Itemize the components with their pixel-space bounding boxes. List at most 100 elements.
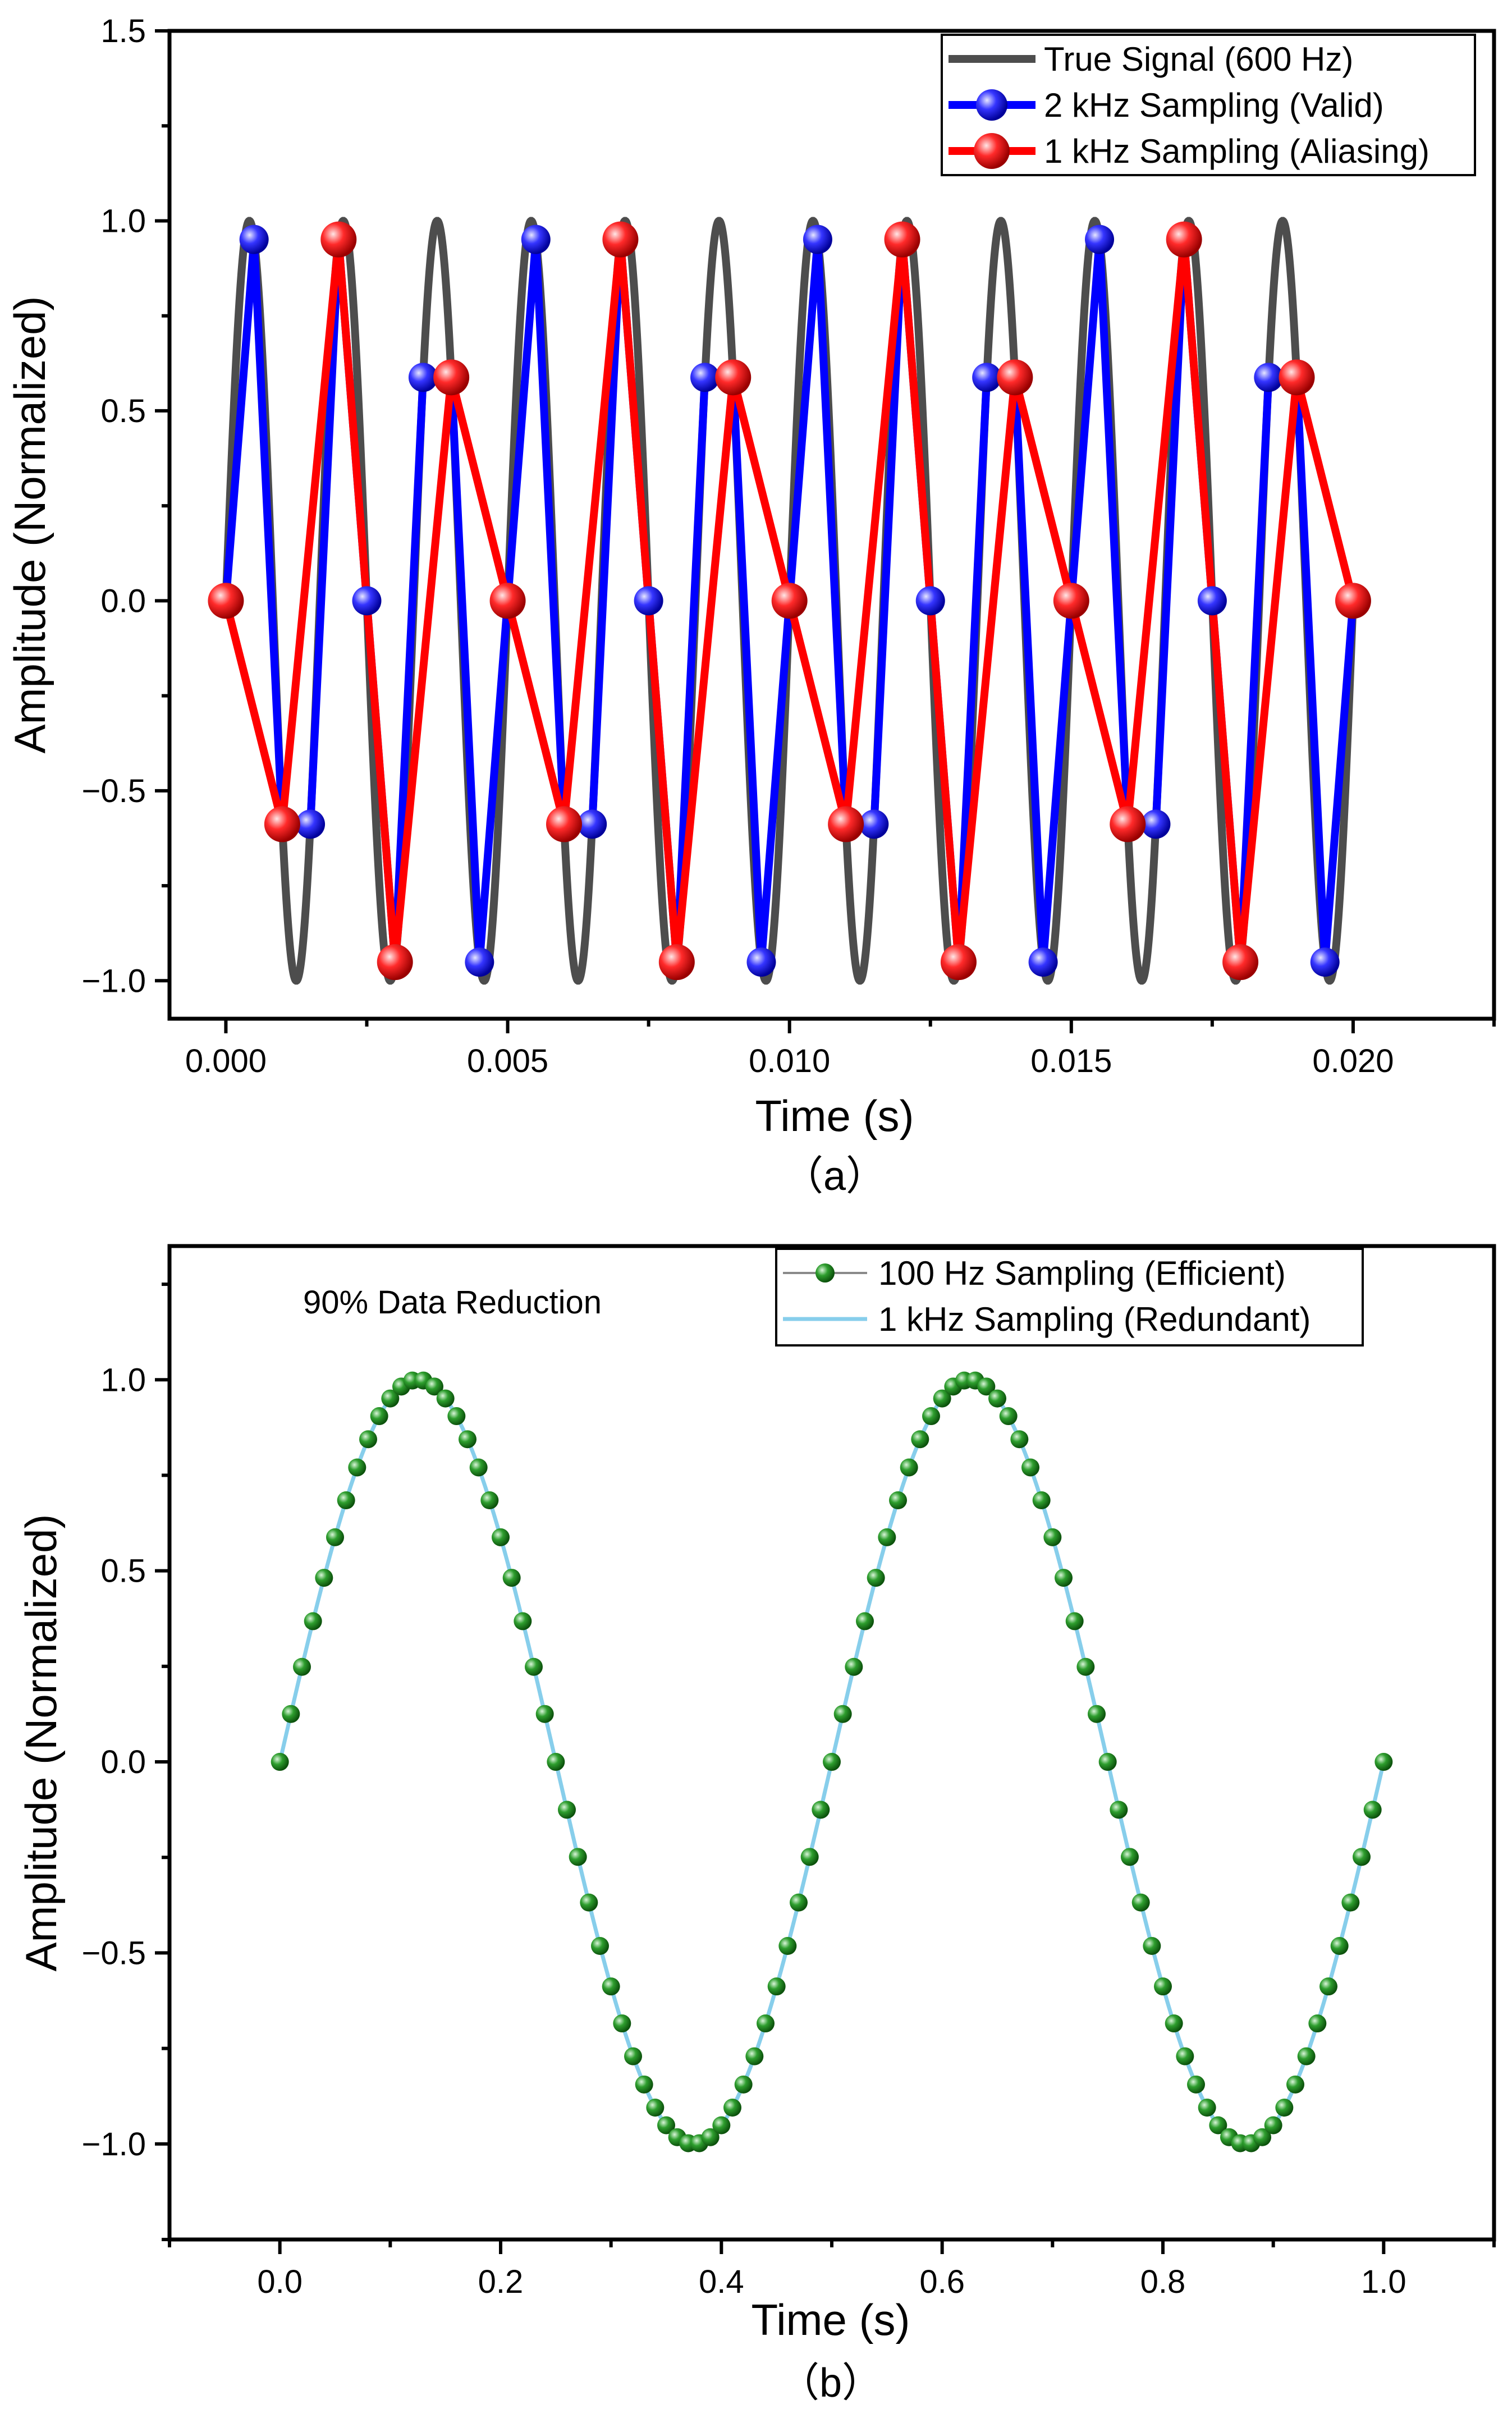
valid-sample-point <box>408 363 438 392</box>
legend-valid-marker-swatch <box>976 89 1007 121</box>
chart-b-xtick-label: 0.2 <box>478 2264 524 2300</box>
efficient-sample-point <box>293 1657 311 1676</box>
valid-sample-point <box>746 947 776 977</box>
legend-true-signal-label: True Signal (600 Hz) <box>1044 40 1353 78</box>
efficient-sample-point <box>790 1893 808 1912</box>
efficient-sample-point <box>1253 2128 1271 2146</box>
chart-a-ytick-label: 0.5 <box>100 393 146 429</box>
aliasing-sample-point <box>264 806 300 842</box>
efficient-sample-point <box>613 2014 631 2033</box>
chart-b-ytick-label: −1.0 <box>82 2126 146 2163</box>
efficient-sample-point <box>856 1612 874 1631</box>
chart-a-xtick-label: 0.015 <box>1030 1043 1112 1079</box>
chart-a-ytick-label: −1.0 <box>82 963 146 999</box>
aliasing-sample-point <box>489 583 526 619</box>
efficient-sample-point <box>591 1937 609 1955</box>
efficient-sample-point <box>922 1407 940 1426</box>
efficient-sample-point <box>271 1753 289 1771</box>
chart-a-legend: True Signal (600 Hz) 2 kHz Sampling (Val… <box>941 34 1476 176</box>
aliasing-sample-point <box>1166 221 1202 258</box>
aliasing-sample-point <box>320 221 357 258</box>
efficient-sample-point <box>624 2047 642 2065</box>
valid-sample-point <box>1141 809 1171 839</box>
chart-b-xtick-label: 0.0 <box>257 2264 303 2300</box>
chart-b-legend: 100 Hz Sampling (Efficient) 1 kHz Sampli… <box>775 1248 1364 1347</box>
efficient-sample-point <box>304 1612 322 1631</box>
legend-aliasing-marker-swatch <box>974 133 1010 169</box>
valid-sample-point <box>690 363 720 392</box>
efficient-sample-point <box>701 2128 720 2146</box>
efficient-sample-point <box>900 1458 918 1477</box>
efficient-sample-point <box>502 1569 521 1587</box>
efficient-sample-point <box>1055 1569 1073 1587</box>
efficient-sample-point <box>1353 1848 1371 1866</box>
aliasing-sample-point <box>208 583 244 619</box>
valid-sample-point <box>915 586 945 616</box>
efficient-sample-point <box>1374 1753 1393 1771</box>
efficient-sample-point <box>1341 1893 1360 1912</box>
aliasing-sample-point <box>1053 583 1089 619</box>
chart-b-ytick-label: 1.0 <box>100 1362 146 1398</box>
valid-sample-point <box>1254 363 1284 392</box>
efficient-sample-point <box>602 1977 620 1996</box>
efficient-sample-point <box>933 1389 951 1408</box>
efficient-sample-point <box>359 1430 377 1449</box>
aliasing-sample-point <box>377 944 413 981</box>
efficient-sample-point <box>1286 2075 1304 2094</box>
aliasing-sample-point <box>715 359 752 396</box>
efficient-sample-point <box>1363 1801 1382 1819</box>
efficient-sample-point <box>1032 1491 1051 1510</box>
efficient-sample-point <box>878 1528 896 1546</box>
efficient-sample-point <box>823 1753 841 1771</box>
chart-b-ytick-label: 0.0 <box>100 1744 146 1780</box>
chart-a-ticks: 0.000 0.005 0.010 0.015 0.020 −1.0 −0.5 0.0 0.5 1… <box>82 13 1496 1079</box>
efficient-sample-point <box>812 1801 830 1819</box>
chart-a-xtick-label: 0.005 <box>467 1043 548 1079</box>
efficient-sample-point <box>1110 1801 1128 1819</box>
aliasing-sample-point <box>546 806 582 842</box>
chart-a-xtick-label: 0.020 <box>1312 1043 1394 1079</box>
efficient-sample-point <box>492 1528 510 1546</box>
efficient-sample-point <box>999 1407 1018 1426</box>
efficient-sample-point <box>1264 2116 1282 2135</box>
efficient-sample-point <box>337 1491 355 1510</box>
efficient-sample-point <box>1187 2075 1205 2094</box>
chart-a-ytick-label: 1.0 <box>100 203 146 239</box>
efficient-sample-point <box>459 1430 476 1449</box>
efficient-sample-point <box>381 1389 400 1408</box>
chart-a-caption: （a） <box>783 1154 886 1199</box>
efficient-sample-point <box>778 1937 797 1955</box>
chart-b-plot-area <box>271 1371 1393 2152</box>
efficient-sample-point <box>535 1705 554 1723</box>
legend-aliasing-label: 1 kHz Sampling (Aliasing) <box>1044 132 1429 170</box>
valid-sample-point <box>578 809 607 839</box>
legend-valid-label: 2 kHz Sampling (Valid) <box>1044 86 1384 124</box>
chart-b-xlabel: Time (s) <box>751 2295 910 2344</box>
chart-a-xlabel: Time (s) <box>755 1091 914 1141</box>
efficient-sample-point <box>767 1977 786 1996</box>
chart-b-annotation: 90% Data Reduction <box>303 1284 602 1321</box>
efficient-sample-point <box>348 1458 366 1477</box>
chart-b-xtick-label: 0.8 <box>1140 2264 1186 2300</box>
chart-b-xtick-label: 1.0 <box>1361 2264 1406 2300</box>
aliasing-sample-point <box>1222 944 1259 981</box>
efficient-sample-point <box>480 1491 499 1510</box>
chart-a-axes-frame <box>167 29 1496 1021</box>
legend-efficient-label: 100 Hz Sampling (Efficient) <box>878 1254 1286 1292</box>
chart-a-ytick-label: −0.5 <box>82 773 146 809</box>
valid-sample-point <box>972 363 1002 392</box>
valid-sample-point <box>859 809 889 839</box>
efficient-sample-point <box>988 1389 1006 1408</box>
valid-sample-point <box>634 586 663 616</box>
aliasing-sample-point <box>1335 583 1371 619</box>
valid-sample-point <box>1310 947 1340 977</box>
efficient-sample-point <box>712 2116 731 2135</box>
chart-b-ylabel: Amplitude (Normalized) <box>16 1514 66 1972</box>
efficient-sample-point <box>514 1612 532 1631</box>
efficient-sample-point <box>569 1848 587 1866</box>
efficient-sample-point <box>646 2099 665 2117</box>
chart-b-ytick-label: −0.5 <box>82 1935 146 1971</box>
efficient-sample-point <box>447 1407 466 1426</box>
efficient-sample-point <box>845 1657 863 1676</box>
